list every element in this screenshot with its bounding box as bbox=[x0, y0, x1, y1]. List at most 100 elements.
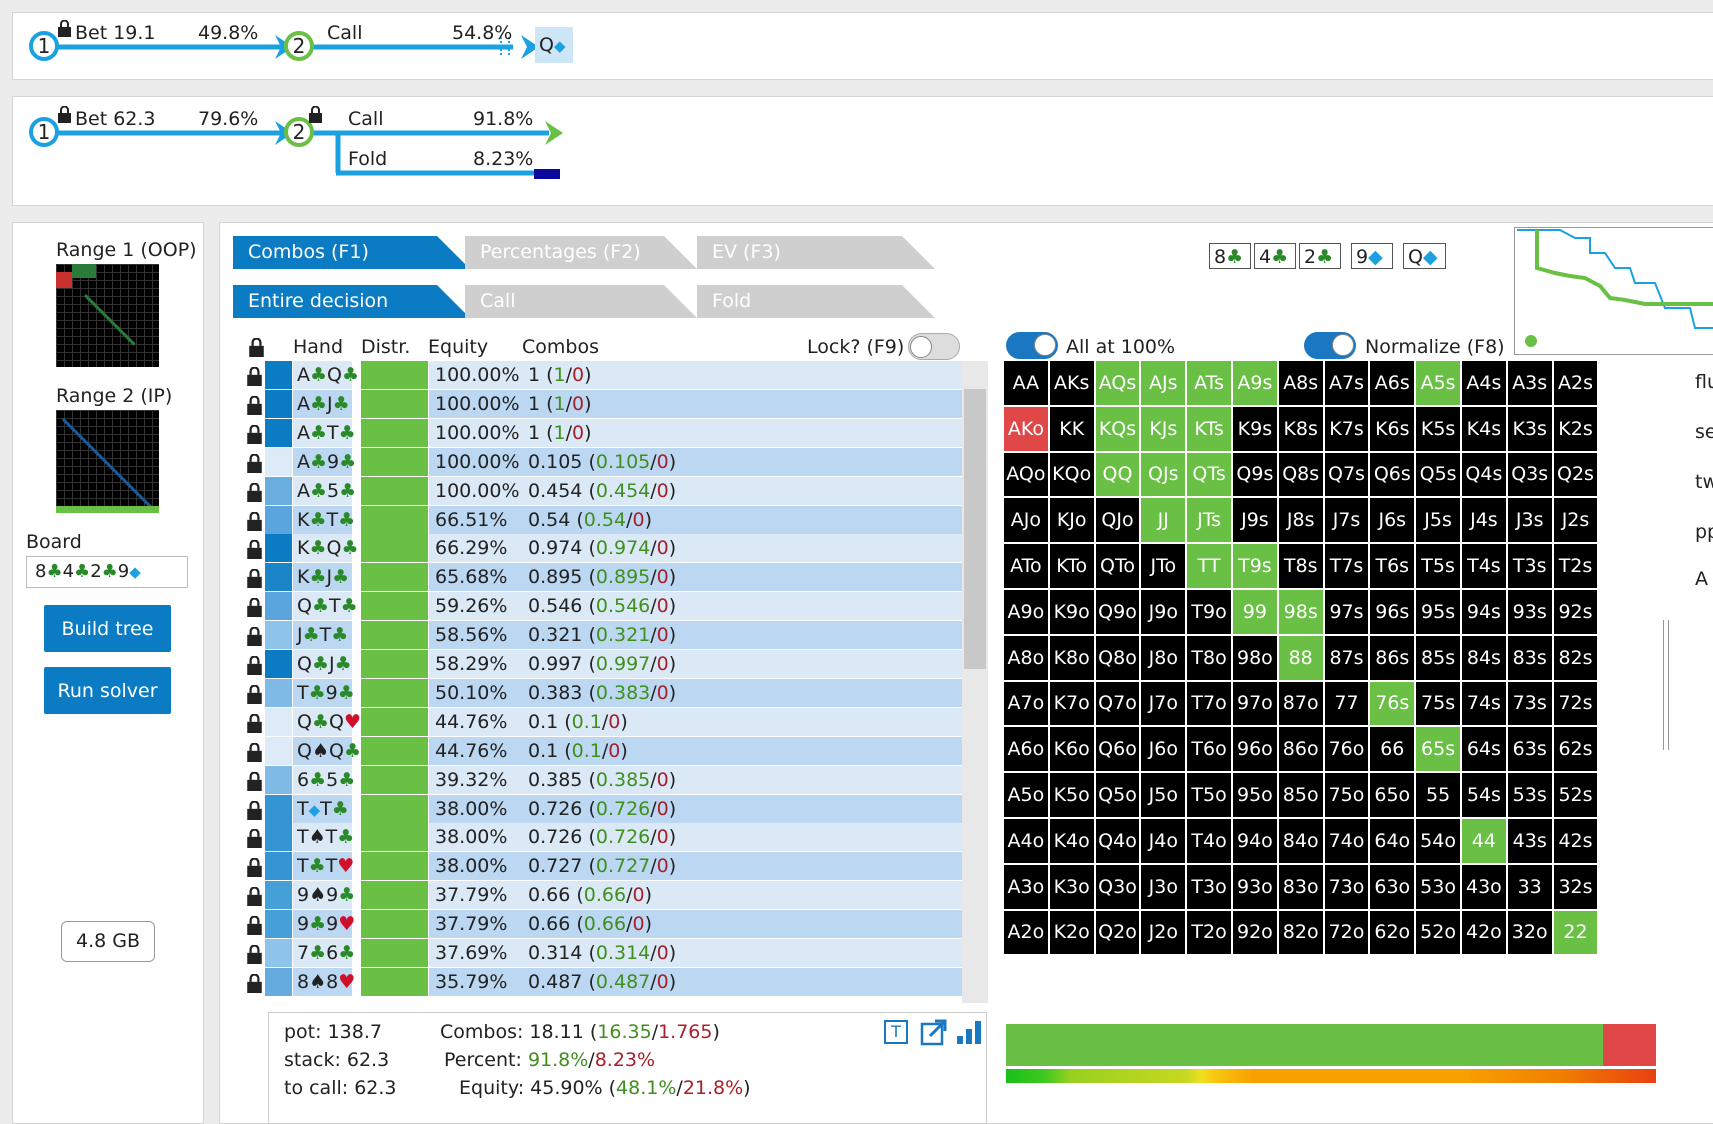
lock-icon[interactable] bbox=[246, 713, 263, 733]
lock-icon[interactable] bbox=[246, 800, 263, 820]
matrix-cell-53s[interactable]: 53s bbox=[1507, 773, 1552, 817]
matrix-cell-a5o[interactable]: A5o bbox=[1004, 773, 1048, 817]
table-row[interactable]: Q♠Q♣ 44.76% 0.1 (0.1/0) bbox=[246, 736, 962, 765]
matrix-cell-44[interactable]: 44 bbox=[1462, 819, 1506, 863]
lock-icon[interactable] bbox=[246, 945, 263, 964]
matrix-cell-43s[interactable]: 43s bbox=[1507, 819, 1552, 863]
matrix-cell-k7o[interactable]: K7o bbox=[1049, 681, 1094, 726]
matrix-cell-t7o[interactable]: T7o bbox=[1187, 681, 1231, 726]
table-row[interactable]: 9♠9♣ 37.79% 0.66 (0.66/0) bbox=[246, 881, 962, 910]
lock-icon[interactable] bbox=[246, 453, 263, 473]
matrix-cell-t2s[interactable]: T2s bbox=[1553, 544, 1598, 588]
lock-icon[interactable] bbox=[246, 684, 263, 704]
matrix-cell-j6s[interactable]: J6s bbox=[1370, 498, 1415, 543]
header-equity[interactable]: Equity bbox=[428, 336, 489, 358]
matrix-cell-a4o[interactable]: A4o bbox=[1004, 819, 1048, 863]
lock-icon[interactable] bbox=[246, 887, 263, 907]
lock-icon[interactable] bbox=[246, 395, 263, 415]
matrix-cell-85o[interactable]: 85o bbox=[1278, 773, 1323, 817]
matrix-cell-t4o[interactable]: T4o bbox=[1187, 819, 1231, 863]
matrix-cell-k7s[interactable]: K7s bbox=[1324, 406, 1369, 451]
matrix-cell-k9o[interactable]: K9o bbox=[1049, 590, 1094, 634]
lock-icon[interactable] bbox=[246, 656, 263, 675]
matrix-cell-ato[interactable]: ATo bbox=[1004, 544, 1048, 588]
matrix-cell-a3s[interactable]: A3s bbox=[1507, 361, 1552, 405]
matrix-cell-qto[interactable]: QTo bbox=[1095, 544, 1140, 588]
lock-icon[interactable] bbox=[246, 973, 263, 993]
matrix-cell-k9s[interactable]: K9s bbox=[1233, 406, 1277, 451]
header-distr[interactable]: Distr. bbox=[361, 336, 411, 358]
matrix-cell-j5o[interactable]: J5o bbox=[1141, 773, 1186, 817]
matrix-cell-a3o[interactable]: A3o bbox=[1004, 864, 1048, 909]
table-row[interactable]: T♣9♣ 50.10% 0.383 (0.383/0) bbox=[246, 678, 962, 707]
matrix-cell-42s[interactable]: 42s bbox=[1553, 819, 1598, 863]
bar-chart-icon[interactable] bbox=[955, 1019, 985, 1046]
matrix-cell-j3s[interactable]: J3s bbox=[1507, 498, 1552, 543]
matrix-cell-k6s[interactable]: K6s bbox=[1370, 406, 1415, 451]
node-1[interactable]: 1 bbox=[29, 117, 59, 147]
matrix-cell-kqo[interactable]: KQo bbox=[1049, 452, 1094, 497]
matrix-cell-54o[interactable]: 54o bbox=[1416, 819, 1460, 863]
table-row[interactable]: 7♣6♣ 37.69% 0.314 (0.314/0) bbox=[246, 939, 962, 967]
action-label-call[interactable]: Call bbox=[348, 108, 384, 130]
node-2[interactable]: 2 bbox=[284, 31, 314, 61]
matrix-cell-73s[interactable]: 73s bbox=[1507, 681, 1552, 726]
matrix-cell-ako[interactable]: AKo bbox=[1004, 406, 1048, 451]
matrix-cell-97s[interactable]: 97s bbox=[1324, 590, 1369, 634]
matrix-cell-63o[interactable]: 63o bbox=[1370, 864, 1415, 909]
matrix-cell-75o[interactable]: 75o bbox=[1324, 773, 1369, 817]
matrix-cell-99[interactable]: 99 bbox=[1233, 590, 1277, 634]
matrix-cell-q9s[interactable]: Q9s bbox=[1233, 452, 1277, 497]
lock-icon[interactable] bbox=[246, 569, 263, 589]
matrix-cell-32o[interactable]: 32o bbox=[1507, 910, 1552, 955]
board-input[interactable]: 8♣4♣2♣9◆ bbox=[26, 556, 188, 588]
matrix-cell-87o[interactable]: 87o bbox=[1278, 681, 1323, 726]
matrix-cell-72o[interactable]: 72o bbox=[1324, 910, 1369, 955]
matrix-cell-64o[interactable]: 64o bbox=[1370, 819, 1415, 863]
equity-graph[interactable] bbox=[1514, 227, 1713, 355]
matrix-cell-52s[interactable]: 52s bbox=[1553, 773, 1598, 817]
matrix-cell-k5o[interactable]: K5o bbox=[1049, 773, 1094, 817]
lock-icon[interactable] bbox=[246, 916, 263, 936]
tab-percentages[interactable]: Percentages (F2) bbox=[465, 236, 697, 269]
matrix-cell-aqs[interactable]: AQs bbox=[1095, 361, 1140, 405]
matrix-cell-t8s[interactable]: T8s bbox=[1278, 544, 1323, 588]
matrix-cell-j2s[interactable]: J2s bbox=[1553, 498, 1598, 543]
matrix-cell-k3s[interactable]: K3s bbox=[1507, 406, 1552, 451]
matrix-cell-83s[interactable]: 83s bbox=[1507, 635, 1552, 680]
matrix-cell-62o[interactable]: 62o bbox=[1370, 910, 1415, 955]
matrix-cell-k6o[interactable]: K6o bbox=[1049, 727, 1094, 772]
all-at-100-toggle[interactable] bbox=[1006, 332, 1058, 359]
matrix-cell-t2o[interactable]: T2o bbox=[1187, 910, 1231, 955]
matrix-cell-64s[interactable]: 64s bbox=[1462, 727, 1506, 772]
text-export-icon[interactable]: T bbox=[884, 1020, 908, 1044]
matrix-cell-aks[interactable]: AKs bbox=[1049, 361, 1094, 405]
matrix-cell-kto[interactable]: KTo bbox=[1049, 544, 1094, 588]
table-row[interactable]: 9♣9♥ 37.79% 0.66 (0.66/0) bbox=[246, 910, 962, 939]
matrix-cell-kjs[interactable]: KJs bbox=[1141, 406, 1186, 451]
matrix-cell-65s[interactable]: 65s bbox=[1416, 727, 1460, 772]
open-external-icon[interactable] bbox=[920, 1019, 947, 1046]
lock-icon[interactable] bbox=[246, 858, 263, 878]
matrix-cell-q4o[interactable]: Q4o bbox=[1095, 819, 1140, 863]
matrix-cell-82s[interactable]: 82s bbox=[1553, 635, 1598, 680]
matrix-cell-q3s[interactable]: Q3s bbox=[1507, 452, 1552, 497]
matrix-cell-94s[interactable]: 94s bbox=[1462, 590, 1506, 634]
matrix-cell-a4s[interactable]: A4s bbox=[1462, 361, 1506, 405]
matrix-cell-95o[interactable]: 95o bbox=[1233, 773, 1277, 817]
matrix-cell-ajo[interactable]: AJo bbox=[1004, 498, 1048, 543]
matrix-cell-k8s[interactable]: K8s bbox=[1278, 406, 1323, 451]
lock-icon[interactable] bbox=[246, 540, 263, 560]
matrix-cell-k3o[interactable]: K3o bbox=[1049, 864, 1094, 909]
matrix-cell-a7s[interactable]: A7s bbox=[1324, 361, 1369, 405]
header-hand[interactable]: Hand bbox=[293, 336, 344, 358]
matrix-cell-93o[interactable]: 93o bbox=[1233, 864, 1277, 909]
matrix-cell-j5s[interactable]: J5s bbox=[1416, 498, 1460, 543]
matrix-cell-j7o[interactable]: J7o bbox=[1141, 681, 1186, 726]
matrix-cell-q3o[interactable]: Q3o bbox=[1095, 864, 1140, 909]
lock-f9-toggle[interactable] bbox=[908, 333, 960, 360]
action-label[interactable]: Bet 19.1 bbox=[75, 22, 156, 44]
matrix-cell-53o[interactable]: 53o bbox=[1416, 864, 1460, 909]
matrix-cell-t4s[interactable]: T4s bbox=[1462, 544, 1506, 588]
matrix-cell-97o[interactable]: 97o bbox=[1233, 681, 1277, 726]
